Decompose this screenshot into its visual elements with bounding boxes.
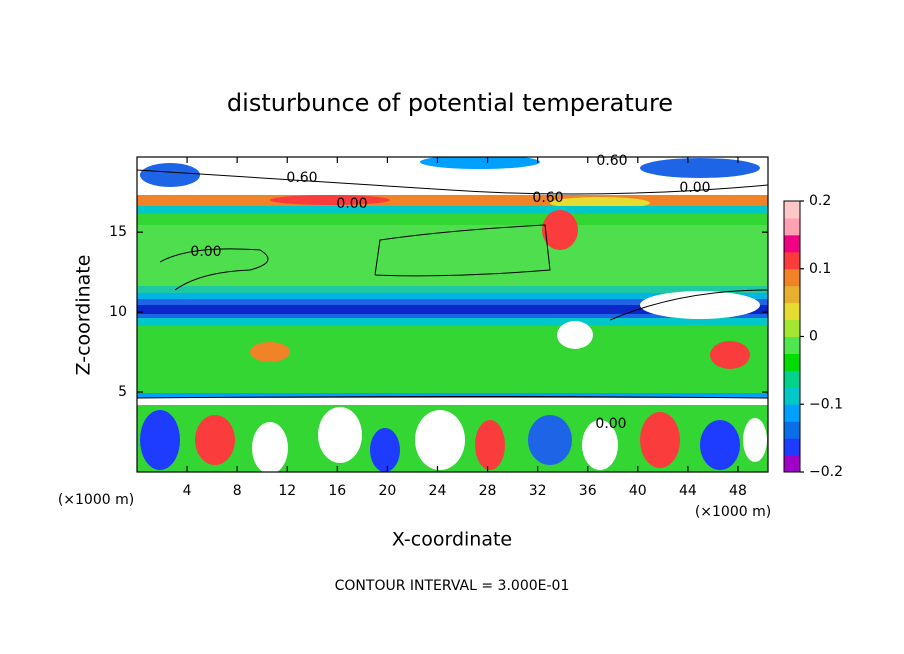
colorbar-swatch: [784, 217, 800, 236]
colorbar-tick-label: 0.1: [809, 261, 831, 277]
colorbar-swatch: [784, 268, 800, 287]
colorbar-swatch: [784, 251, 800, 270]
colorbar-swatch: [784, 370, 800, 388]
x-tick-label: 4: [183, 483, 192, 499]
y-tick-label: 10: [109, 304, 127, 320]
colorbar-swatch: [784, 336, 800, 354]
contour-label: 0.60: [286, 170, 317, 186]
x-unit-label: (×1000 m): [695, 504, 771, 520]
contour-label: 0.00: [190, 244, 221, 260]
x-axis-label: X-coordinate: [392, 529, 512, 551]
chart-title: disturbunce of potential temperature: [227, 89, 673, 117]
contour-label: 0.60: [596, 153, 627, 169]
x-tick-label: 12: [278, 483, 296, 499]
colorbar-swatch: [784, 302, 800, 321]
x-tick-label: 8: [233, 483, 242, 499]
x-tick-label: 44: [679, 483, 697, 499]
x-tick-label: 48: [729, 483, 747, 499]
colorbar-swatch: [784, 404, 800, 422]
plot-frame: [136, 156, 769, 473]
colorbar-tick-label: 0.2: [809, 193, 831, 209]
contour-label: 0.00: [595, 416, 626, 432]
y-tick-label: 5: [118, 384, 127, 400]
x-tick-label: 16: [328, 483, 346, 499]
colorbar-swatch: [784, 387, 800, 405]
contour-interval: CONTOUR INTERVAL = 3.000E-01: [335, 578, 570, 594]
y-tick-label: 15: [109, 224, 127, 240]
contour-label: 0.00: [336, 196, 367, 212]
colorbar-tick-label: −0.2: [809, 464, 843, 480]
x-tick-label: 32: [529, 483, 547, 499]
colorbar-swatch: [784, 201, 800, 219]
contour-label: 0.60: [532, 190, 563, 206]
colorbar-swatch: [784, 353, 800, 371]
colorbar-tick-label: −0.1: [809, 396, 843, 412]
x-tick-label: 24: [429, 483, 447, 499]
colorbar-swatch: [784, 285, 800, 304]
y-axis-label: Z-coordinate: [73, 255, 95, 376]
x-tick-label: 40: [629, 483, 647, 499]
x-unit-label: (×1000 m): [58, 492, 134, 508]
shaded-field: [137, 157, 768, 472]
colorbar-swatch: [784, 438, 800, 456]
colorbar-swatch: [784, 455, 800, 473]
x-tick-label: 20: [378, 483, 396, 499]
contour-label: 0.00: [679, 180, 710, 196]
colorbar-tick-label: 0: [809, 329, 818, 345]
x-tick-label: 28: [479, 483, 497, 499]
colorbar-swatch: [784, 234, 800, 253]
x-tick-label: 36: [579, 483, 597, 499]
colorbar-swatch: [784, 319, 800, 337]
colorbar-swatch: [784, 421, 800, 439]
